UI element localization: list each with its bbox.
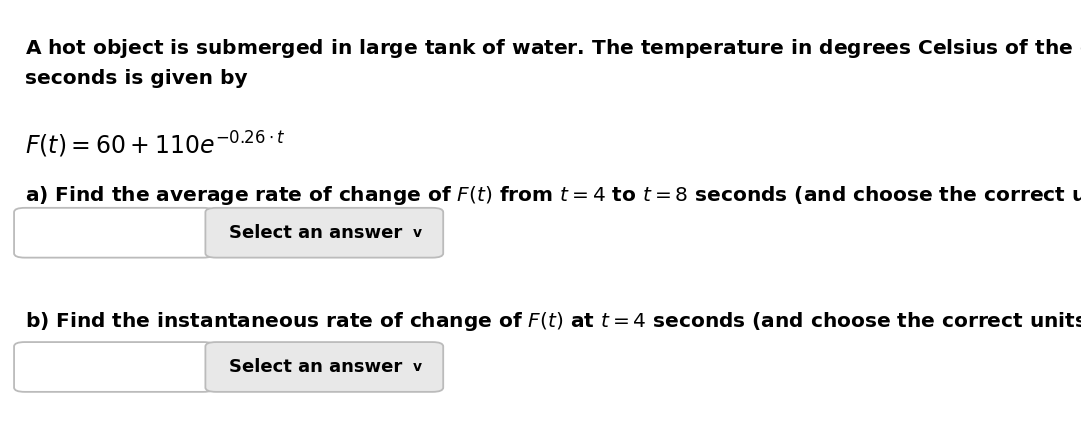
FancyBboxPatch shape	[14, 208, 214, 258]
Text: a) Find the average rate of change of $F(t)$ from $t = 4$ to $t = 8$ seconds (an: a) Find the average rate of change of $F…	[25, 184, 1081, 207]
FancyBboxPatch shape	[205, 342, 443, 392]
FancyBboxPatch shape	[205, 208, 443, 258]
Text: Select an answer: Select an answer	[229, 224, 402, 242]
Text: A hot object is submerged in large tank of water. The temperature in degrees Cel: A hot object is submerged in large tank …	[25, 37, 1081, 60]
Text: $F(t) = 60 + 110e^{-0.26 \cdot t}$: $F(t) = 60 + 110e^{-0.26 \cdot t}$	[25, 130, 285, 160]
Text: v: v	[413, 226, 422, 240]
Text: b) Find the instantaneous rate of change of $F(t)$ at $t = 4$ seconds (and choos: b) Find the instantaneous rate of change…	[25, 310, 1081, 333]
Text: v: v	[413, 360, 422, 374]
Text: Select an answer: Select an answer	[229, 358, 402, 376]
FancyBboxPatch shape	[14, 342, 214, 392]
Text: seconds is given by: seconds is given by	[25, 69, 248, 88]
